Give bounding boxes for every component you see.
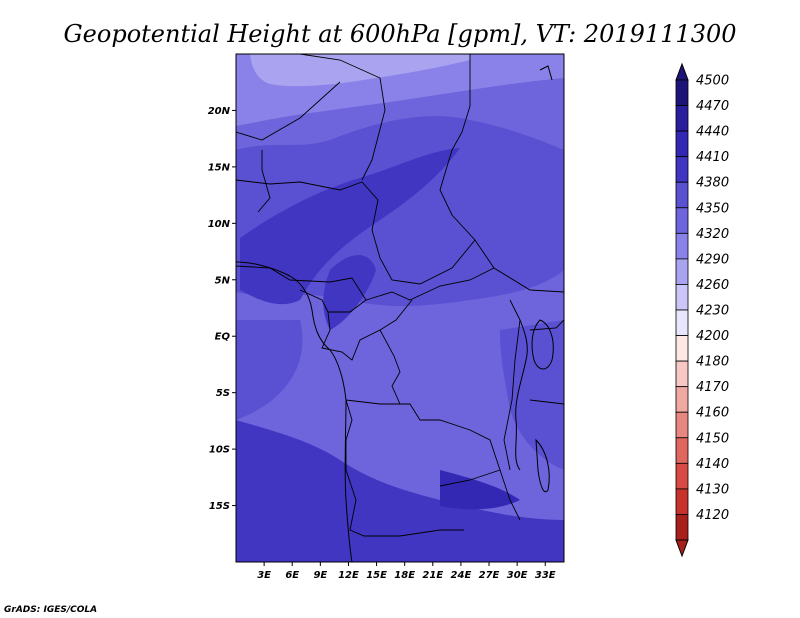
colorbar-swatch bbox=[675, 386, 689, 413]
border-segment bbox=[439, 469, 501, 487]
border-segment bbox=[321, 299, 413, 361]
lat-tick-label: 15N bbox=[208, 162, 231, 173]
colorbar-label: 4180 bbox=[696, 355, 729, 370]
colorbar-swatch bbox=[675, 360, 689, 388]
colorbar-label: 4470 bbox=[696, 99, 729, 114]
atlantic-coast bbox=[236, 261, 353, 562]
colorbar-label: 4320 bbox=[696, 227, 729, 242]
field-4380-region-west bbox=[236, 320, 303, 420]
lon-tick-label: 9E bbox=[313, 570, 327, 581]
colorbar-swatch bbox=[675, 79, 689, 106]
lon-tick-label: 15E bbox=[366, 570, 387, 581]
field-4410-region-south bbox=[236, 420, 564, 562]
longitude-axis: 3E 6E 9E 12E 15E 18E 21E 24E 27E 30E 33E bbox=[257, 562, 556, 581]
colorbar-label: 4160 bbox=[696, 406, 729, 421]
colorbar-label: 4150 bbox=[696, 431, 729, 446]
lake-malawi bbox=[535, 438, 550, 493]
lon-tick-label: 6E bbox=[285, 570, 299, 581]
lake-tanganyika bbox=[515, 319, 528, 471]
colorbar-bottom-arrow bbox=[675, 539, 689, 558]
colorbar-swatch bbox=[675, 258, 689, 285]
map-panel: 20N 15N 10N 5N EQ 5S 10S 15S 3E 6E 9E 12E 15E 18E 21E… bbox=[208, 53, 565, 581]
lon-tick-label: 21E bbox=[422, 570, 443, 581]
lon-tick-label: 27E bbox=[479, 570, 500, 581]
colorbar-label: 4170 bbox=[696, 380, 729, 395]
field-4410-region-congo bbox=[323, 255, 376, 330]
colorbar-swatch bbox=[675, 488, 689, 515]
lon-tick-label: 3E bbox=[257, 570, 271, 581]
lat-tick-label: 10S bbox=[209, 445, 230, 456]
colorbar-label: 4350 bbox=[696, 201, 729, 216]
border-segment bbox=[379, 329, 401, 405]
lon-tick-label: 18E bbox=[394, 570, 415, 581]
colorbar-top-arrow bbox=[675, 62, 689, 81]
border-segment bbox=[503, 299, 521, 471]
colorbar-swatch bbox=[675, 437, 689, 464]
field-4380-region-east bbox=[500, 320, 564, 470]
lat-tick-label: 15S bbox=[209, 501, 230, 512]
country-borders bbox=[236, 54, 564, 537]
colorbar-label: 4130 bbox=[696, 482, 729, 497]
colorbar-swatch bbox=[675, 514, 689, 541]
height-field bbox=[236, 54, 564, 562]
colorbar-swatch bbox=[675, 232, 689, 260]
lon-tick-label: 24E bbox=[451, 570, 472, 581]
colorbar-label: 4500 bbox=[696, 74, 729, 89]
coastlines bbox=[236, 65, 554, 562]
latitude-axis: 20N 15N 10N 5N EQ 5S 10S 15S bbox=[208, 106, 236, 512]
border-segment bbox=[345, 399, 464, 537]
lat-tick-label: 20N bbox=[208, 106, 231, 117]
colorbar-label: 4290 bbox=[696, 252, 729, 267]
red-sea-coast bbox=[539, 65, 553, 81]
border-segment bbox=[345, 399, 521, 521]
lat-tick-label: 10N bbox=[208, 219, 231, 230]
border-segment bbox=[257, 150, 271, 213]
border-segment bbox=[236, 179, 476, 285]
field-4440-region bbox=[440, 470, 520, 510]
colorbar-label: 4410 bbox=[696, 150, 729, 165]
border-segment bbox=[299, 54, 386, 181]
lon-tick-label: 30E bbox=[507, 570, 528, 581]
colorbar-label: 4200 bbox=[696, 329, 729, 344]
colorbar-swatch bbox=[675, 411, 689, 439]
border-segment bbox=[236, 81, 341, 141]
lat-tick-label: 5S bbox=[216, 388, 230, 399]
colorbar-swatch bbox=[675, 105, 689, 132]
colorbar-label: 4260 bbox=[696, 278, 729, 293]
lat-tick-label: 5N bbox=[215, 275, 231, 286]
colorbar-label: 4380 bbox=[696, 176, 729, 191]
colorbar-swatch bbox=[675, 462, 689, 490]
colorbar: 4500 4470 4440 4410 4380 4350 4320 4290 4260 4230… bbox=[675, 62, 729, 558]
colorbar-swatch bbox=[675, 309, 689, 336]
colorbar-label: 4230 bbox=[696, 304, 729, 319]
colorbar-swatch bbox=[675, 181, 689, 209]
grads-credit: GrADS: IGES/COLA bbox=[4, 605, 97, 615]
colorbar-swatch bbox=[675, 207, 689, 234]
border-segment bbox=[529, 319, 564, 331]
colorbar-swatch bbox=[675, 284, 689, 311]
colorbar-label: 4140 bbox=[696, 457, 729, 472]
colorbar-swatch bbox=[675, 156, 689, 183]
lat-tick-label: EQ bbox=[215, 332, 231, 343]
chart-title: Geopotential Height at 600hPa [gpm], VT:… bbox=[64, 20, 737, 48]
map-frame bbox=[235, 53, 565, 563]
lake-victoria bbox=[531, 319, 554, 370]
lon-tick-label: 33E bbox=[535, 570, 556, 581]
border-segment bbox=[529, 399, 564, 405]
field-4410-region-north bbox=[240, 148, 460, 305]
colorbar-swatch bbox=[675, 130, 689, 158]
field-4290-region bbox=[250, 54, 470, 87]
colorbar-label: 4440 bbox=[696, 125, 729, 140]
colorbar-swatch bbox=[675, 335, 689, 362]
border-segment bbox=[439, 54, 564, 293]
lon-tick-label: 12E bbox=[338, 570, 359, 581]
colorbar-label: 4120 bbox=[696, 508, 729, 523]
